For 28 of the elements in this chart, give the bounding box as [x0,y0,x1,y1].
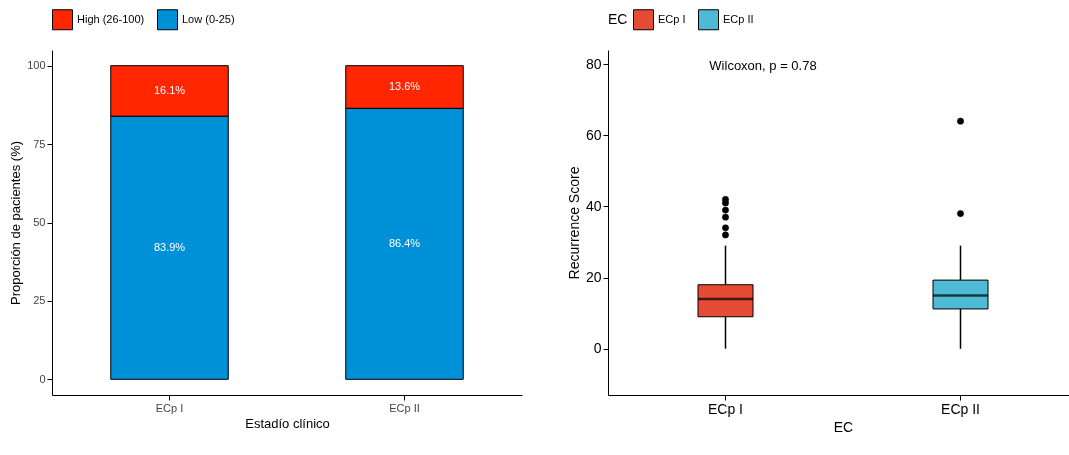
annotation: Wilcoxon, p = 0.78 [709,58,817,73]
y-tick-label: 100 [27,59,46,72]
y-tick-label: 20 [585,269,602,286]
x-axis-title: Estadío clínico [245,415,330,431]
y-tick-label: 75 [33,137,46,150]
x-tick-label: ECp II [941,400,980,417]
legend-label: High (26-100) [77,12,145,25]
data-label: 83.9% [153,240,186,253]
x-axis-title: EC [833,418,854,435]
x-tick-label: ECp II [389,401,420,414]
y-axis-title: Proporción de pacientes (%) [8,140,24,306]
y-tick-label: 0 [593,340,602,357]
data-label: 13.6% [388,80,421,93]
legend-title: EC [608,11,628,27]
data-label: 16.1% [153,83,186,96]
y-tick-label: 25 [33,294,46,307]
x-tick-label: ECp I [707,400,744,417]
y-tick-label: 0 [39,372,46,385]
y-tick-label: 60 [585,126,602,143]
y-tick-label: 50 [33,216,46,228]
data-label: 86.4% [388,236,421,249]
legend-label: ECp II [723,12,754,25]
y-tick-label: 80 [585,55,602,72]
legend-label: Low (0-25) [182,12,235,25]
y-tick-label: 40 [585,197,602,214]
y-axis-title: Recurrence Score [565,166,582,280]
x-tick-label: ECp I [155,401,184,414]
legend-label: ECp I [658,12,686,25]
